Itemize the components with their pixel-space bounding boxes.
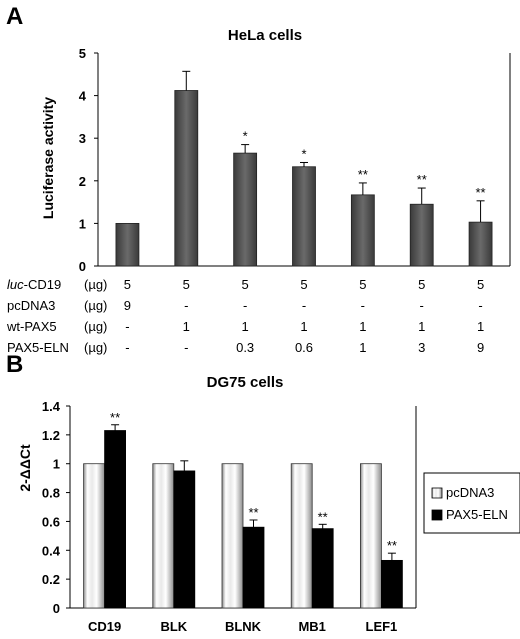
panel-a-table-cell: -: [302, 298, 306, 313]
panel-b-category-label: LEF1: [366, 619, 398, 634]
panel-b-ylabel: 2-ΔΔCt: [17, 444, 33, 492]
panel-a-table-cell: 5: [242, 277, 249, 292]
panel-a-table-cell: 1: [418, 319, 425, 334]
panel-a-bar: [233, 152, 258, 267]
panel-a-table-cell: -: [420, 298, 424, 313]
panel-b-bar-pax5-eln: [104, 430, 126, 609]
panel-b-bar-pcdna3: [152, 463, 175, 609]
panel-b-bar-pax5-eln: [173, 470, 196, 609]
panel-a-ytick-label: 1: [79, 216, 86, 231]
panel-a-table-row-unit: (µg): [84, 319, 107, 334]
panel-a-table-cell: 0.6: [295, 340, 313, 355]
panel-a-table-cell: 5: [300, 277, 307, 292]
panel-a-table-cell: 0.3: [236, 340, 254, 355]
panel-b-bar-pcdna3: [359, 463, 382, 609]
panel-a-ytick-label: 0: [79, 259, 86, 274]
panel-a-bar: [468, 221, 493, 267]
panel-a-table-cell: -: [184, 298, 188, 313]
panel-a-condition-table: luc-CD19 (µg) 5 5 5 5 5 5 5 pcDNA3 (µg) 9 - - - - - - wt-P…: [6, 277, 484, 355]
panel-a-table-row-unit: (µg): [84, 298, 107, 313]
panel-b-ytick-label: 1.2: [42, 428, 60, 443]
panel-b-legend-swatch-pax5-eln: [431, 509, 443, 521]
panel-a-table-row-label: pcDNA3: [7, 298, 55, 313]
panel-a-ytick-label: 5: [79, 46, 86, 61]
panel-b-bar-pcdna3: [221, 463, 244, 609]
panel-a-bar: [409, 203, 434, 267]
panel-a-ytick-label: 2: [79, 174, 86, 189]
panel-a-title: HeLa cells: [228, 27, 302, 44]
panel-a-table-cell: -: [478, 298, 482, 313]
panel-b-significance: **: [387, 538, 397, 553]
panel-b-legend-label-pax5-eln: PAX5-ELN: [446, 507, 508, 522]
panel-a-table-cell: 5: [124, 277, 131, 292]
panel-b-category-label: BLK: [160, 619, 187, 634]
panel-b-ytick-label: 0.2: [42, 572, 60, 587]
panel-a-table-cell: 1: [242, 319, 249, 334]
panel-a-table-cell: 1: [183, 319, 190, 334]
panel-b-letter: B: [6, 351, 23, 378]
panel-a-ytick-label: 4: [79, 89, 87, 104]
panel-a-table-cell: -: [184, 340, 188, 355]
panel-a-table-row-label: PAX5-ELN: [7, 340, 69, 355]
panel-a-table-cell: 9: [477, 340, 484, 355]
panel-b-ytick-label: 0.8: [42, 486, 60, 501]
panel-a-significance: *: [301, 146, 306, 161]
panel-b-legend: pcDNA3 PAX5-ELN: [423, 472, 520, 534]
panel-b-plot: 0 0.2 0.4 0.6 0.8 1 1.2 1.4 ** CD19 BLK ** BLNK ** MB1…: [42, 399, 417, 634]
panel-b-significance: **: [110, 410, 120, 425]
panel-a-ylabel: Luciferase activity: [40, 97, 56, 219]
panel-b-legend-label-pcdna3: pcDNA3: [446, 485, 494, 500]
panel-b-ytick-label: 0.4: [42, 543, 61, 558]
panel-b-significance: **: [318, 509, 328, 524]
panel-a-table-cell: 1: [300, 319, 307, 334]
panel-b-bar-pcdna3: [290, 463, 313, 609]
panel-a-table-cell: -: [243, 298, 247, 313]
panel-a-significance: **: [476, 185, 486, 200]
panel-b-ytick-label: 0.6: [42, 514, 60, 529]
panel-a-table-cell: 5: [418, 277, 425, 292]
panel-a-bar: [292, 166, 316, 267]
panel-a-table-cell: 1: [477, 319, 484, 334]
panel-b-ytick-label: 0: [53, 601, 60, 616]
panel-a-ytick-label: 3: [79, 131, 86, 146]
panel-b-ytick-label: 1: [53, 457, 60, 472]
panel-b-category-label: BLNK: [225, 619, 262, 634]
panel-a-bar: [115, 222, 140, 267]
panel-b-legend-swatch-pcdna3: [431, 487, 443, 499]
panel-b-bar-pax5-eln: [311, 528, 334, 609]
panel-b-category-label: CD19: [88, 619, 121, 634]
panel-a-table-cell: 1: [359, 340, 366, 355]
panel-b-title: DG75 cells: [207, 374, 284, 391]
panel-a-table-cell: -: [361, 298, 365, 313]
panel-a-table-row-unit: (µg): [84, 277, 107, 292]
panel-b-bar-pax5-eln: [242, 526, 265, 609]
panel-a-bar: [174, 90, 199, 267]
panel-a-table-row-label: luc-CD19: [7, 277, 61, 292]
panel-a-significance: *: [243, 129, 248, 144]
panel-a-table-row-label: wt-PAX5: [6, 319, 57, 334]
panel-a-bar: [350, 194, 375, 267]
panel-b-bar-pcdna3: [83, 463, 105, 609]
panel-a-significance: **: [358, 167, 368, 182]
panel-a-letter: A: [6, 3, 23, 30]
panel-b-ytick-label: 1.4: [42, 399, 61, 414]
panel-b-bar-pax5-eln: [380, 559, 403, 609]
panel-a-table-row-unit: (µg): [84, 340, 107, 355]
panel-a-table-cell: 9: [124, 298, 131, 313]
panel-b-category-label: MB1: [298, 619, 325, 634]
panel-a-significance: **: [417, 172, 427, 187]
panel-a-table-cell: -: [125, 319, 129, 334]
panel-b-legend-box: [423, 472, 520, 534]
panel-b-significance: **: [248, 505, 258, 520]
panel-a-table-cell: 1: [359, 319, 366, 334]
panel-a-table-cell: 5: [183, 277, 190, 292]
panel-a-table-cell: 5: [359, 277, 366, 292]
panel-a-table-cell: -: [125, 340, 129, 355]
panel-a-table-cell: 5: [477, 277, 484, 292]
panel-a-table-cell: 3: [418, 340, 425, 355]
